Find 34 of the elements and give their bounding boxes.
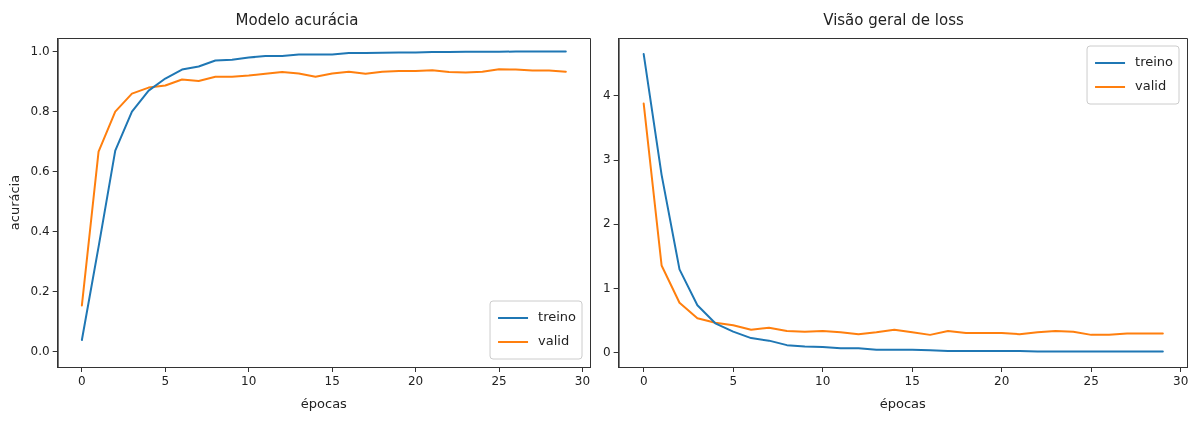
x-axis-title: épocas <box>879 395 927 411</box>
y-tick-label: 4 <box>602 87 611 102</box>
y-tick-label: 0.0 <box>30 344 50 359</box>
y-tick-label: 1.0 <box>30 43 50 58</box>
legend-label: valid <box>538 333 570 349</box>
y-tick-label: 1 <box>602 280 611 295</box>
x-tick-label: 10 <box>815 374 831 389</box>
y-tick-label: 0.2 <box>30 284 50 299</box>
x-tick-label: 20 <box>994 374 1010 389</box>
chart-title: Visão geral de loss <box>823 10 964 29</box>
y-tick-label: 0.6 <box>30 163 50 178</box>
x-tick-label: 15 <box>904 374 920 389</box>
x-tick-label: 25 <box>1083 374 1099 389</box>
x-tick-label: 20 <box>407 374 424 389</box>
chart-title: Modelo acurácia <box>235 10 359 29</box>
x-tick-label: 0 <box>639 374 648 389</box>
legend-label: treino <box>538 309 577 325</box>
y-tick-label: 0.8 <box>30 103 50 118</box>
legend-label: valid <box>1135 78 1167 94</box>
x-tick-label: 30 <box>574 374 591 389</box>
x-axis-title: épocas <box>300 395 348 411</box>
x-tick-label: 0 <box>78 374 86 389</box>
legend-label: treino <box>1135 54 1174 70</box>
x-tick-label: 30 <box>1173 374 1189 389</box>
y-tick-label: 0.4 <box>30 223 50 238</box>
y-tick-label: 3 <box>602 152 611 167</box>
x-tick-label: 5 <box>729 374 738 389</box>
y-tick-label: 0 <box>602 344 611 359</box>
x-tick-label: 10 <box>241 374 257 389</box>
x-tick-label: 15 <box>324 374 340 389</box>
x-tick-label: 25 <box>491 374 507 389</box>
x-tick-label: 5 <box>161 374 170 389</box>
y-axis-title: acurácia <box>7 174 23 231</box>
y-tick-label: 2 <box>602 216 611 231</box>
